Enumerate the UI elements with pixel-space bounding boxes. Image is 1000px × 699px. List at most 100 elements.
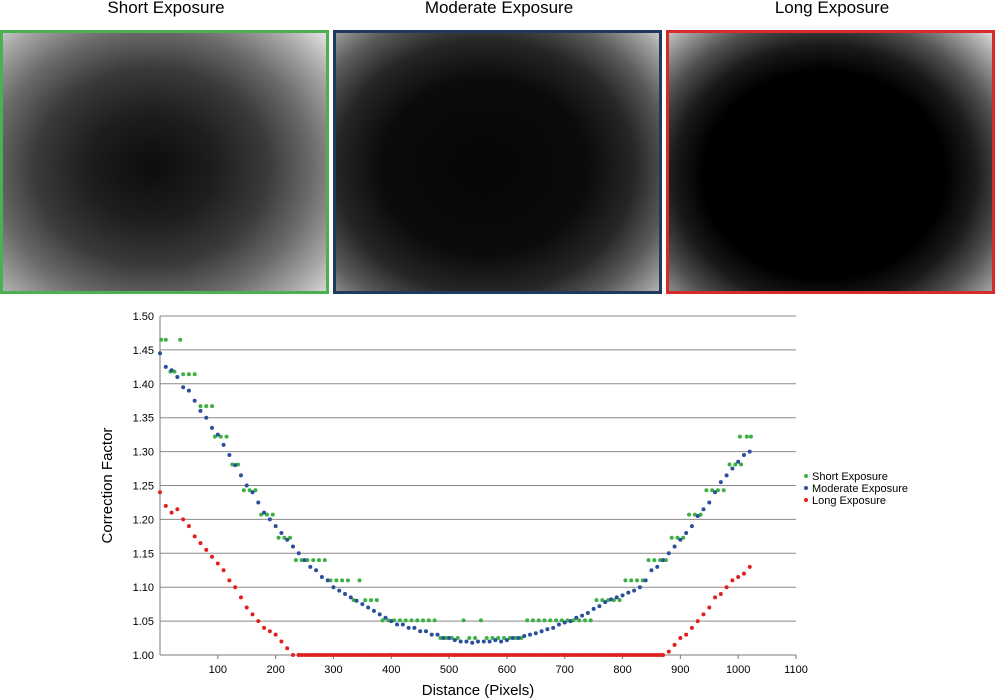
data-point [351, 653, 356, 657]
data-point [542, 653, 547, 657]
data-point [591, 653, 596, 657]
data-point [357, 653, 362, 657]
data-point [435, 653, 440, 657]
data-point [701, 612, 706, 617]
data-point [473, 636, 478, 641]
data-point [646, 653, 651, 657]
data-point [635, 653, 639, 657]
data-point [163, 364, 168, 369]
data-point [340, 653, 345, 657]
data-point [238, 473, 243, 478]
data-point [643, 578, 648, 583]
data-point [617, 653, 622, 657]
x-tick-label: 700 [556, 664, 574, 676]
data-point [418, 629, 423, 634]
x-tick-label: 600 [498, 664, 516, 676]
data-point [233, 585, 238, 590]
y-axis-label: Correction Factor [99, 428, 116, 544]
data-point [626, 590, 631, 595]
data-point [328, 653, 333, 657]
data-points [158, 337, 753, 657]
data-point [302, 558, 307, 563]
data-point [608, 597, 613, 602]
data-point [458, 639, 463, 644]
y-tick-label: 1.10 [133, 582, 154, 594]
data-point [565, 653, 570, 657]
data-point [528, 632, 533, 637]
x-tick-label: 200 [266, 664, 284, 676]
data-point [317, 653, 321, 657]
data-point [418, 653, 423, 657]
data-point [672, 544, 677, 549]
data-point [522, 653, 527, 657]
data-point [308, 653, 313, 657]
data-point [447, 636, 452, 641]
data-point [328, 578, 333, 583]
data-point [487, 639, 492, 644]
y-tick-label: 1.00 [133, 650, 154, 662]
data-point [458, 653, 463, 657]
data-point [658, 653, 663, 657]
grid-lines [160, 315, 796, 622]
data-point [470, 653, 475, 657]
data-point [256, 619, 261, 624]
data-point [288, 535, 293, 540]
data-point [447, 653, 452, 657]
data-point [536, 618, 541, 623]
data-point [227, 452, 232, 457]
data-point [562, 620, 567, 625]
data-point [582, 618, 587, 623]
data-point [163, 503, 168, 508]
data-point [210, 425, 215, 430]
data-point [192, 398, 197, 403]
data-point [455, 636, 460, 641]
data-point [435, 632, 440, 637]
data-point [267, 517, 272, 522]
data-point [192, 534, 197, 539]
data-point [380, 653, 385, 657]
data-point [623, 578, 628, 583]
data-point [438, 653, 443, 657]
data-point [334, 578, 339, 583]
data-point [640, 578, 645, 583]
data-point [285, 646, 290, 651]
data-point [377, 653, 382, 657]
data-point [629, 578, 634, 583]
data-point [181, 385, 186, 390]
series-moderate-exposure [158, 351, 752, 645]
data-point [250, 490, 255, 495]
data-point [707, 500, 712, 505]
data-point [331, 585, 336, 590]
data-point [397, 653, 402, 657]
data-point [672, 642, 677, 647]
data-point [198, 404, 203, 409]
y-tick-label: 1.20 [133, 514, 154, 526]
data-point [608, 653, 613, 657]
legend-marker [804, 474, 808, 478]
data-point [704, 488, 709, 493]
data-point [400, 622, 405, 627]
data-point [493, 638, 498, 643]
long-exposure-image [666, 30, 995, 294]
data-point [481, 653, 486, 657]
data-point [374, 598, 379, 603]
data-point [539, 653, 544, 657]
data-point [481, 639, 486, 644]
data-point [687, 512, 692, 517]
data-point [449, 653, 454, 657]
data-point [204, 404, 209, 409]
data-point [741, 571, 746, 576]
data-point [337, 588, 342, 593]
data-point [707, 605, 712, 610]
data-point [632, 653, 637, 657]
data-point [423, 653, 428, 657]
data-point [218, 434, 223, 439]
data-point [412, 653, 417, 657]
data-point [747, 449, 752, 454]
data-point [175, 507, 180, 512]
data-point [432, 618, 437, 623]
data-point [299, 558, 304, 563]
data-point [198, 541, 203, 546]
x-tick-label: 500 [440, 664, 458, 676]
data-point [244, 605, 249, 610]
